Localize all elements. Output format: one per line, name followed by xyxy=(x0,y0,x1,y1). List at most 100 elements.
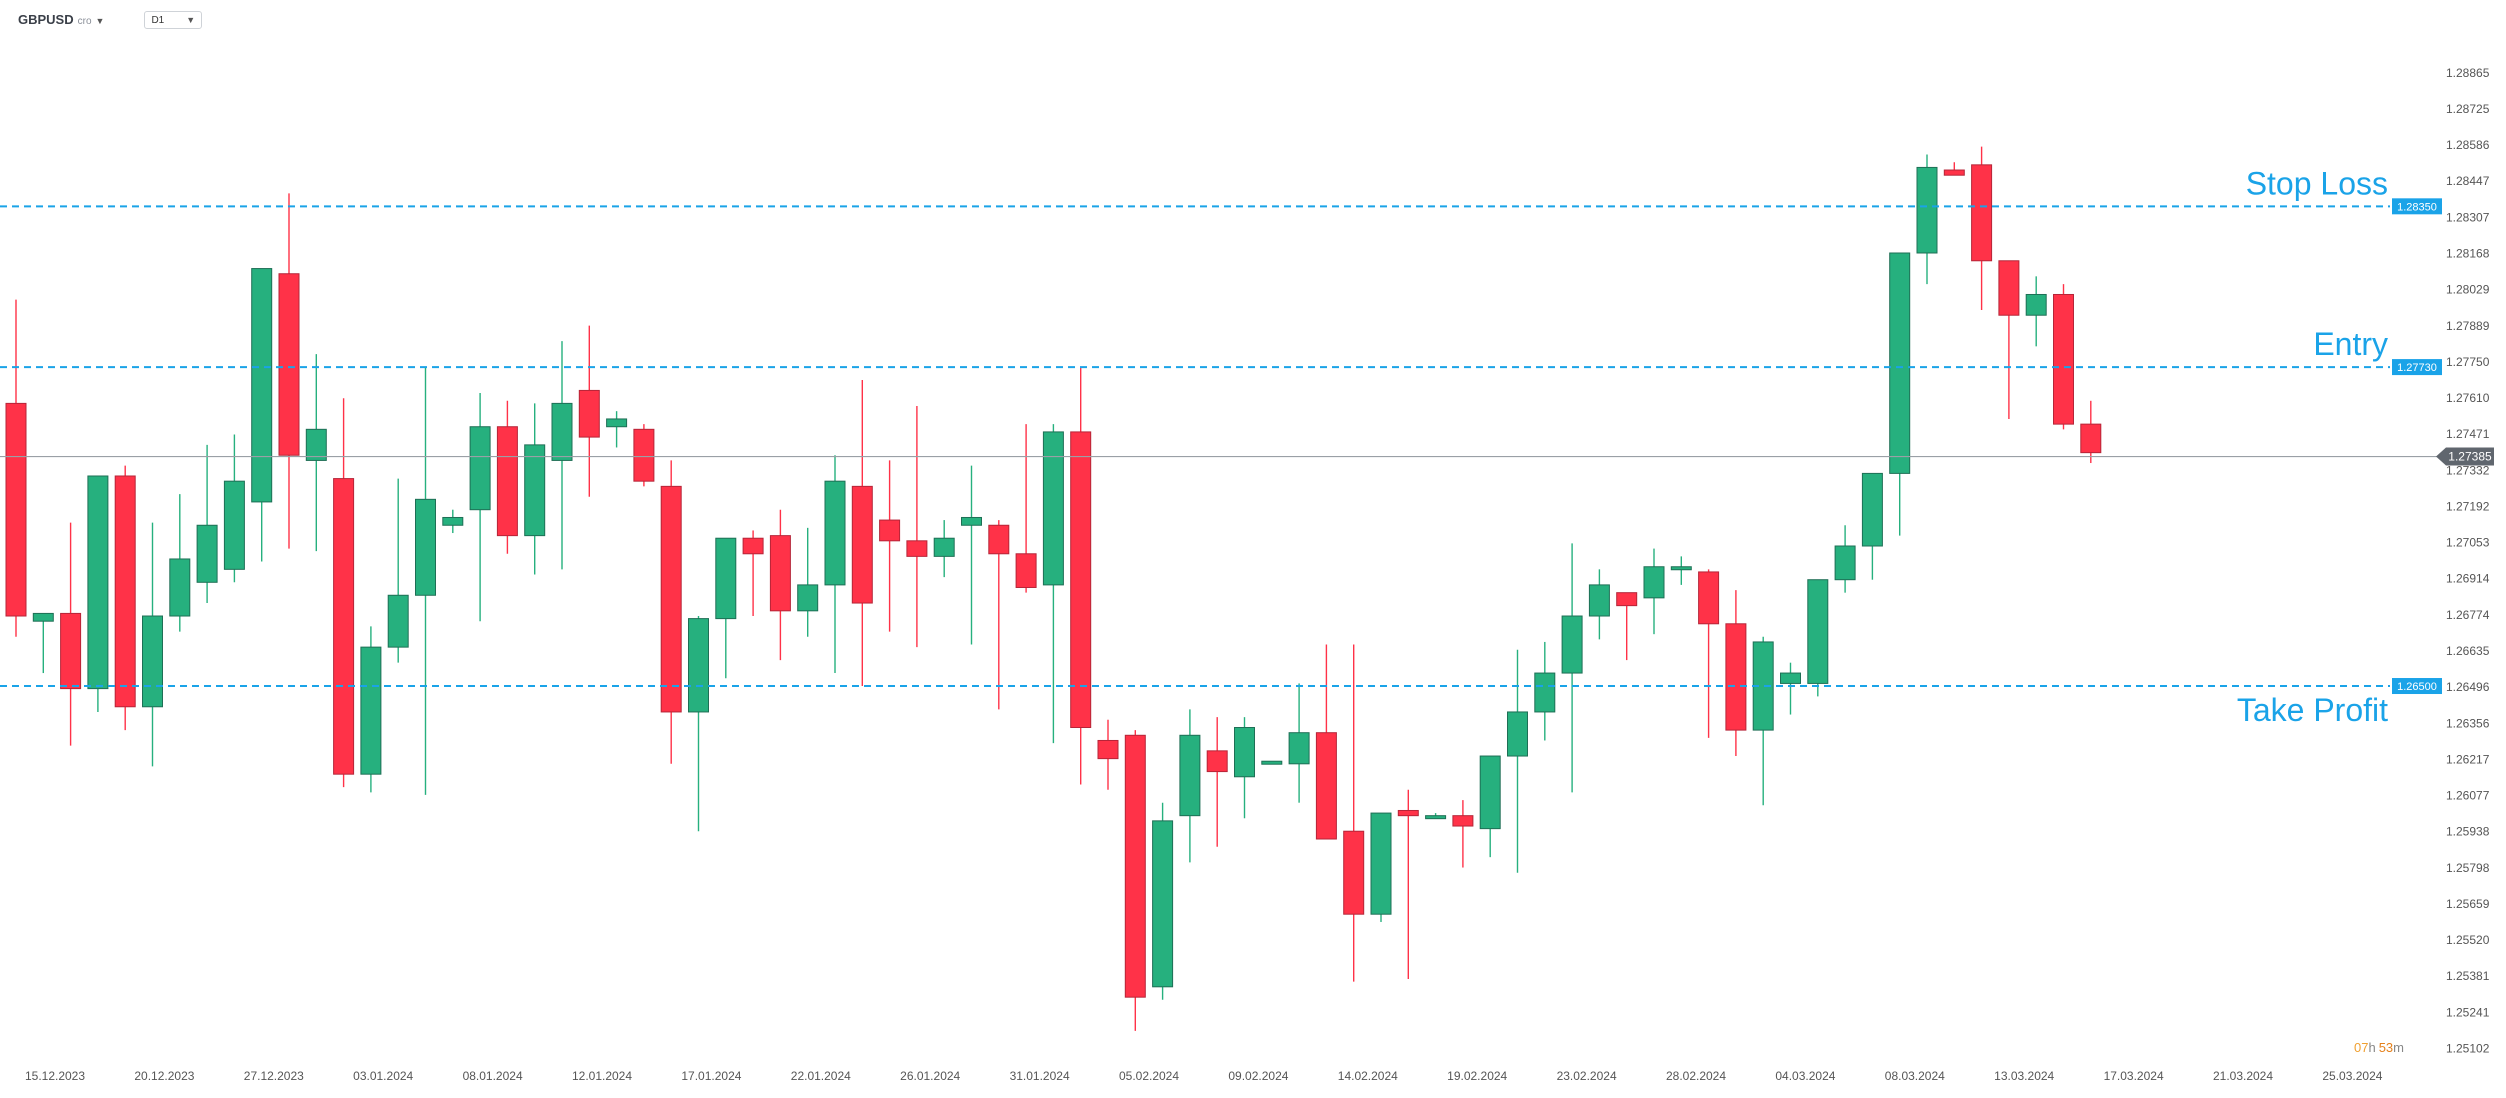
date-tick-label: 27.12.2023 xyxy=(244,1069,304,1083)
candle xyxy=(906,405,928,648)
date-tick-label: 05.02.2024 xyxy=(1119,1069,1179,1083)
date-tick-label: 15.12.2023 xyxy=(25,1069,85,1083)
candle xyxy=(1780,662,1801,715)
level-label: Take Profit xyxy=(2237,692,2388,728)
price-axis[interactable]: 1.28865 1.28725 1.28586 1.28447 1.28307 1.281… xyxy=(2446,66,2490,1056)
candle xyxy=(1370,812,1392,922)
candle xyxy=(551,341,573,570)
candle xyxy=(1752,636,1774,806)
date-axis[interactable]: 15.12.2023 20.12.2023 27.12.2023 03.01.2024… xyxy=(25,1069,2383,1083)
candle xyxy=(961,465,982,645)
timer-minutes-unit: m xyxy=(2393,1040,2404,1055)
candle xyxy=(1534,641,1556,741)
candle xyxy=(1315,644,1337,840)
candle xyxy=(1425,813,1447,820)
candle xyxy=(715,537,737,679)
candle xyxy=(387,478,409,663)
candle-body xyxy=(1234,727,1255,778)
candle-body xyxy=(142,615,163,708)
candle xyxy=(305,354,327,552)
price-tick-label: 1.27053 xyxy=(2446,536,2490,550)
candle xyxy=(32,612,54,674)
candle-body xyxy=(1889,252,1911,474)
candle-body xyxy=(87,475,109,690)
candle-body xyxy=(469,426,491,511)
timeframe-select[interactable]: D1 ▼ xyxy=(144,11,203,29)
date-tick-label: 12.01.2024 xyxy=(572,1069,632,1083)
countdown-timer: 07h 53m xyxy=(2354,1040,2404,1055)
candle xyxy=(1507,649,1528,873)
candle-body xyxy=(578,389,600,438)
candle-body xyxy=(305,428,327,461)
candle xyxy=(1288,683,1310,803)
candle-body xyxy=(742,537,764,555)
candle xyxy=(742,530,764,617)
candle xyxy=(60,522,82,746)
date-tick-label: 19.02.2024 xyxy=(1447,1069,1507,1083)
candle-body xyxy=(114,475,136,708)
candle xyxy=(87,475,109,712)
price-tick-label: 1.25241 xyxy=(2446,1005,2490,1019)
level-price-tag-text: 1.27730 xyxy=(2397,362,2437,374)
candle-body xyxy=(1397,809,1419,817)
candle xyxy=(851,380,873,687)
candle-body xyxy=(32,612,54,622)
level-price-tag xyxy=(2392,198,2442,215)
candle-body xyxy=(906,540,928,557)
candle-body xyxy=(2053,293,2074,425)
candle-body xyxy=(933,537,955,557)
candle xyxy=(1643,548,1665,635)
candle xyxy=(442,509,464,534)
candle xyxy=(633,424,655,487)
candle-body xyxy=(169,558,191,617)
candle xyxy=(988,520,1010,710)
price-tick-label: 1.26914 xyxy=(2446,572,2490,586)
candle-body xyxy=(1725,623,1747,731)
symbol-selector[interactable]: GBPUSD cro ▼ xyxy=(18,11,104,29)
timeframe-value: D1 xyxy=(151,14,165,26)
price-tick-label: 1.28307 xyxy=(2446,210,2490,224)
price-tick-label: 1.28586 xyxy=(2446,138,2490,152)
candle-body xyxy=(797,584,819,612)
candle-body xyxy=(660,485,682,713)
candle-body xyxy=(1643,566,1665,599)
candle xyxy=(1725,590,1747,757)
candle-body xyxy=(1616,592,1638,607)
candle xyxy=(469,393,491,622)
candle xyxy=(142,522,163,767)
candle-body xyxy=(387,594,409,648)
candle-body xyxy=(1261,760,1283,765)
candle xyxy=(1261,760,1283,765)
candle xyxy=(1124,730,1146,1031)
candle-body xyxy=(278,273,300,456)
level-price-tag xyxy=(2392,359,2442,376)
candle xyxy=(578,325,600,497)
candle xyxy=(606,411,628,448)
candle-body xyxy=(1452,815,1474,827)
candle xyxy=(1861,472,1883,580)
date-tick-label: 20.12.2023 xyxy=(134,1069,194,1083)
candle xyxy=(1943,162,1965,176)
candle-body xyxy=(824,480,846,586)
candle xyxy=(2080,400,2102,464)
candle xyxy=(1998,260,2020,419)
price-tick-label: 1.27471 xyxy=(2446,427,2490,441)
candle-body xyxy=(606,418,628,428)
candle-body xyxy=(333,478,355,775)
candle-body xyxy=(415,498,436,596)
candle xyxy=(824,455,846,674)
date-tick-label: 13.03.2024 xyxy=(1994,1069,2054,1083)
timer-minutes: 53 xyxy=(2379,1040,2393,1055)
candle-body xyxy=(1834,545,1856,581)
candle-body xyxy=(1015,553,1037,588)
chevron-down-icon: ▼ xyxy=(186,15,196,25)
date-tick-label: 14.02.2024 xyxy=(1338,1069,1398,1083)
candle xyxy=(1670,556,1692,585)
candle xyxy=(114,465,136,731)
candle xyxy=(1042,424,1064,744)
candle-body xyxy=(851,485,873,604)
candle-body xyxy=(1152,820,1174,988)
candle-body xyxy=(1588,584,1610,617)
